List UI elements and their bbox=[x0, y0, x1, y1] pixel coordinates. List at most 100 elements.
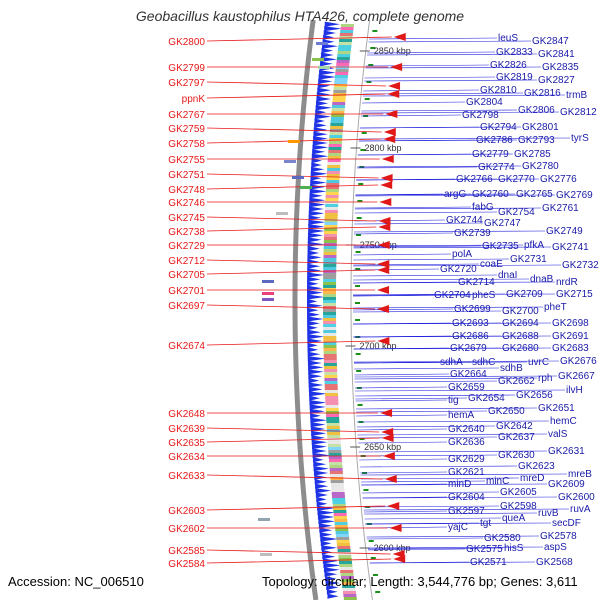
cog-block bbox=[334, 75, 348, 78]
gene-arrow bbox=[307, 360, 322, 366]
left-gene-label: GK2729 bbox=[168, 241, 205, 252]
red-gene-arrow bbox=[382, 452, 395, 460]
cog-block bbox=[337, 54, 351, 57]
gene-bar bbox=[262, 298, 274, 301]
gene-arrow bbox=[320, 540, 332, 546]
cog-block bbox=[323, 246, 337, 249]
red-gene-arrow bbox=[377, 286, 390, 294]
gene-arrow bbox=[320, 56, 337, 62]
right-gene-label: GK2605 bbox=[500, 487, 537, 498]
left-leader-line bbox=[206, 340, 376, 346]
gene-arrow bbox=[307, 250, 320, 256]
right-gene-label: hemC bbox=[550, 416, 577, 427]
right-leader-line bbox=[367, 51, 496, 54]
right-gene-label: GK2765 bbox=[516, 189, 553, 200]
gene-arrow bbox=[307, 316, 324, 322]
right-gene-label: GK2720 bbox=[440, 264, 477, 275]
cog-block bbox=[327, 444, 341, 447]
gene-arrow bbox=[307, 334, 324, 340]
cog-block bbox=[326, 171, 340, 174]
right-leader-line bbox=[355, 399, 448, 402]
red-gene-arrow bbox=[380, 409, 393, 417]
cog-block bbox=[340, 27, 354, 30]
cog-block bbox=[323, 330, 337, 333]
right-leader-line bbox=[357, 433, 548, 436]
cog-block bbox=[323, 363, 337, 366]
gene-arrow bbox=[313, 136, 328, 142]
left-gene-label: GK2797 bbox=[168, 78, 205, 89]
right-leader-line bbox=[364, 76, 496, 79]
right-leader-line bbox=[354, 373, 450, 376]
right-leader-line bbox=[354, 386, 448, 389]
cog-block bbox=[339, 39, 353, 42]
red-gene-arrow bbox=[385, 110, 398, 118]
cog-block bbox=[323, 261, 337, 264]
gene-bar bbox=[288, 140, 300, 143]
gene-arrow bbox=[311, 162, 322, 168]
cog-block bbox=[336, 543, 350, 546]
left-leader-line bbox=[206, 93, 386, 99]
cog-block bbox=[340, 573, 354, 576]
cog-block bbox=[323, 333, 337, 336]
cog-block bbox=[329, 462, 343, 465]
gene-arrow bbox=[313, 131, 328, 137]
cog-block bbox=[339, 567, 353, 570]
right-gene-label: GK2642 bbox=[496, 421, 533, 432]
right-leader-line bbox=[355, 194, 556, 197]
cog-block bbox=[325, 207, 339, 210]
right-gene-label: secDF bbox=[552, 518, 581, 529]
right-leader-line bbox=[353, 347, 552, 350]
right-gene-label: GK2609 bbox=[548, 479, 585, 490]
cog-block bbox=[324, 219, 338, 222]
marker bbox=[355, 302, 361, 304]
right-gene-label: GK2651 bbox=[538, 403, 575, 414]
gene-arrow bbox=[310, 171, 328, 177]
right-gene-label: aspS bbox=[544, 542, 567, 553]
left-gene-label: GK2602 bbox=[168, 524, 205, 535]
gene-arrow bbox=[323, 30, 337, 36]
cog-block bbox=[327, 441, 341, 444]
cog-block bbox=[337, 48, 351, 51]
marker bbox=[375, 591, 381, 593]
scale-arc bbox=[350, 19, 373, 600]
cog-block bbox=[326, 183, 340, 186]
gene-bar bbox=[300, 186, 312, 189]
right-gene-label: GK2597 bbox=[448, 506, 485, 517]
right-gene-label: GK2683 bbox=[552, 343, 589, 354]
gene-arrow bbox=[308, 364, 324, 370]
cog-block bbox=[323, 276, 337, 279]
gene-arrow bbox=[323, 562, 341, 568]
cog-block bbox=[340, 30, 354, 33]
cog-block bbox=[333, 507, 347, 510]
red-gene-arrow bbox=[377, 337, 390, 345]
gene-arrow bbox=[318, 78, 333, 84]
right-gene-label: hemA bbox=[448, 410, 474, 421]
right-gene-label: GK2640 bbox=[448, 424, 485, 435]
right-gene-label: GK2780 bbox=[522, 161, 559, 172]
cog-block bbox=[342, 591, 356, 594]
gene-bar bbox=[260, 553, 272, 556]
marker bbox=[372, 574, 378, 576]
cog-block bbox=[327, 165, 341, 168]
topology-label: Topology: circular; Length: 3,544,776 bp… bbox=[262, 574, 578, 589]
left-gene-label: GK2751 bbox=[168, 170, 205, 181]
right-gene-label: GK2826 bbox=[490, 60, 527, 71]
right-gene-label: pheS bbox=[472, 290, 496, 301]
right-gene-label: hisS bbox=[504, 543, 524, 554]
gene-arrow bbox=[316, 92, 331, 98]
cog-block bbox=[323, 312, 337, 315]
right-gene-label: GK2691 bbox=[552, 331, 589, 342]
red-gene-arrow bbox=[390, 63, 403, 71]
cog-block bbox=[323, 279, 337, 282]
gene-arrow bbox=[322, 558, 338, 564]
gene-arrow bbox=[307, 254, 322, 260]
left-gene-label: GK2697 bbox=[168, 301, 205, 312]
left-leader-line bbox=[206, 474, 383, 480]
right-leader-line bbox=[362, 491, 500, 494]
right-gene-label: GK2598 bbox=[500, 501, 537, 512]
right-leader-line bbox=[354, 377, 538, 380]
red-gene-arrow bbox=[377, 266, 390, 274]
cog-block bbox=[340, 570, 354, 573]
left-leader-line bbox=[206, 127, 382, 133]
right-gene-label: tyrS bbox=[571, 133, 589, 144]
